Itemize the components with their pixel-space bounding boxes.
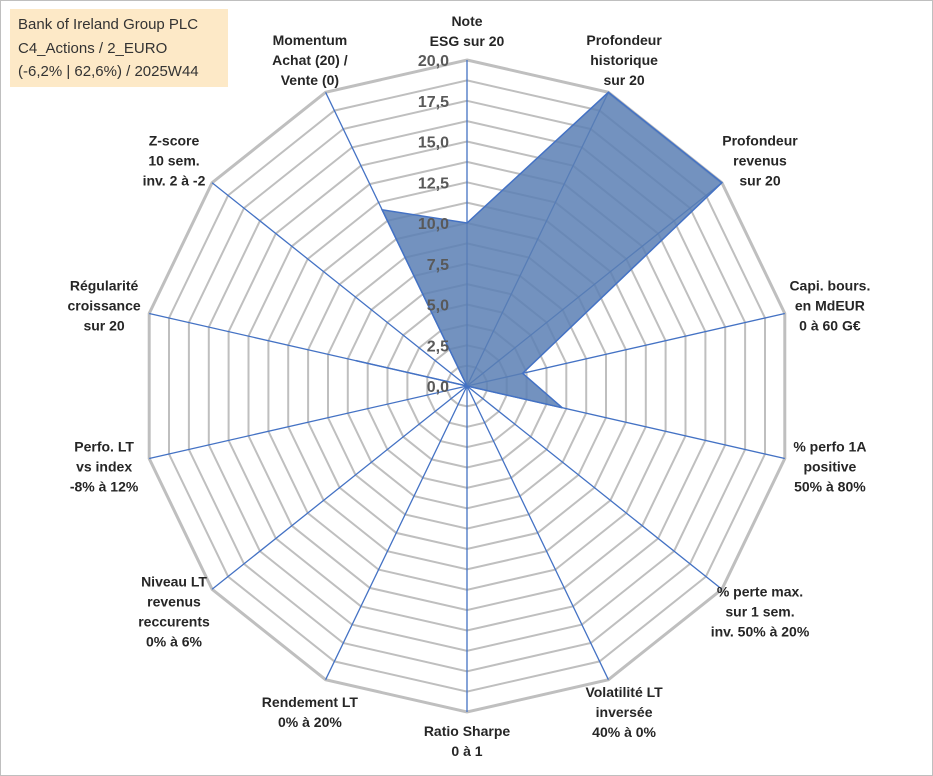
axis-label-line: Profondeur — [722, 132, 798, 148]
axis-label: Perfo. LT vs index -8% à 12% — [70, 439, 139, 495]
axis-label-line: inv. 50% à 20% — [711, 624, 810, 640]
title-stats: (-6,2% | 62,6%) / 2025W44 — [18, 63, 199, 80]
tick-label: 2,5 — [427, 338, 449, 355]
axis-label-line: revenus — [733, 152, 787, 168]
tick-label: 10,0 — [418, 216, 449, 233]
axis-label-line: sur 20 — [83, 317, 124, 333]
tick-label: 12,5 — [418, 175, 449, 192]
axis-label-line: inversée — [596, 704, 653, 720]
axis-label: Niveau LT revenus reccurents 0% à 6% — [138, 574, 210, 650]
tick-label: 7,5 — [427, 257, 449, 274]
title-company: Bank of Ireland Group PLC — [18, 16, 199, 33]
axis-label: Profondeur historique sur 20 — [586, 32, 662, 88]
axis-label-line: sur 20 — [739, 172, 780, 188]
axis-label-line: inv. 2 à -2 — [143, 172, 206, 188]
axis-spoke — [466, 385, 723, 590]
radar-tick-labels: 0,0 2,5 5,0 7,5 10,0 12,5 15,0 17,5 20,0 — [418, 53, 449, 396]
axis-label-line: -8% à 12% — [70, 479, 139, 495]
axis-label-line: Achat (20) / — [272, 52, 348, 68]
axis-label-line: Momentum — [273, 32, 348, 48]
axis-label-line: Capi. bours. — [789, 277, 870, 293]
axis-label-line: 0% à 6% — [146, 634, 203, 650]
axis-label-line: Vente (0) — [281, 72, 339, 88]
tick-label: 20,0 — [418, 53, 449, 70]
axis-label-line: Note — [451, 13, 482, 29]
axis-label: Rendement LT 0% à 20% — [262, 694, 359, 730]
axis-label-line: revenus — [147, 594, 201, 610]
radar-series — [355, 91, 724, 409]
axis-label: % perfo 1A positive 50% à 80% — [793, 439, 866, 495]
axis-label-line: croissance — [68, 297, 141, 313]
axis-label: Régularité croissance sur 20 — [68, 277, 141, 333]
axis-label-line: ESG sur 20 — [430, 33, 505, 49]
axis-label-line: reccurents — [138, 614, 210, 630]
axis-label-line: Z-score — [149, 132, 200, 148]
axis-label: Capi. bours. en MdEUR 0 à 60 G€ — [789, 277, 870, 333]
axis-label: Profondeur revenus sur 20 — [722, 132, 798, 188]
axis-label-line: sur 20 — [603, 72, 644, 88]
tick-label: 5,0 — [427, 298, 449, 315]
axis-label: Volatilité LT inversée 40% à 0% — [585, 684, 663, 740]
axis-label: Momentum Achat (20) / Vente (0) — [272, 32, 348, 88]
axis-label-line: Perfo. LT — [74, 439, 134, 455]
chart-title-box: Bank of Ireland Group PLC C4_Actions / 2… — [10, 9, 228, 87]
axis-label-line: 50% à 80% — [794, 479, 866, 495]
axis-label: Ratio Sharpe 0 à 1 — [424, 723, 511, 759]
axis-label-line: Régularité — [70, 277, 139, 293]
axis-label-line: Volatilité LT — [585, 684, 663, 700]
axis-label-line: 40% à 0% — [592, 724, 656, 740]
axis-label-line: 10 sem. — [148, 152, 199, 168]
axis-label: Z-score 10 sem. inv. 2 à -2 — [143, 132, 206, 188]
axis-label-line: % perfo 1A — [793, 439, 866, 455]
axis-label-line: 0 à 60 G€ — [799, 317, 861, 333]
radar-axis-labels: Note ESG sur 20 Profondeur historique sur 20… — [68, 13, 871, 759]
title-category: C4_Actions / 2_EURO — [18, 39, 168, 57]
axis-label-line: historique — [590, 52, 658, 68]
axis-label-line: 0% à 20% — [278, 714, 342, 730]
axis-spoke — [211, 385, 468, 590]
tick-label: 0,0 — [427, 379, 449, 396]
axis-spoke — [466, 385, 609, 680]
axis-label-line: Rendement LT — [262, 694, 359, 710]
axis-label-line: Niveau LT — [141, 574, 207, 590]
axis-label-line: vs index — [76, 459, 132, 475]
axis-label-line: Profondeur — [586, 32, 662, 48]
axis-label-line: 0 à 1 — [451, 743, 482, 759]
axis-label-line: positive — [803, 459, 856, 475]
axis-label: Note ESG sur 20 — [430, 13, 505, 49]
axis-spoke — [211, 182, 468, 387]
axis-spoke — [149, 385, 468, 460]
tick-label: 17,5 — [418, 94, 449, 111]
axis-label-line: Ratio Sharpe — [424, 723, 511, 739]
series-area — [355, 91, 724, 409]
axis-label-line: en MdEUR — [795, 297, 865, 313]
axis-spoke — [325, 385, 468, 680]
axis-label-line: sur 1 sem. — [725, 604, 794, 620]
axis-label: % perte max. sur 1 sem. inv. 50% à 20% — [711, 584, 810, 640]
axis-label-line: % perte max. — [717, 584, 803, 600]
tick-label: 15,0 — [418, 135, 449, 152]
